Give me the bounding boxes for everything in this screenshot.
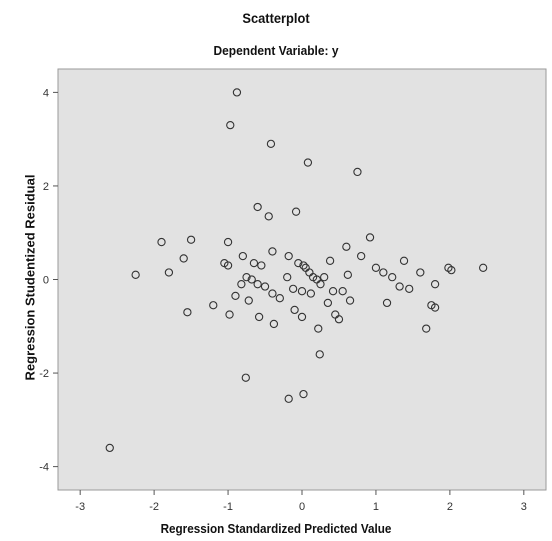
data-point	[325, 256, 335, 265]
data-point	[342, 242, 351, 251]
data-point	[357, 251, 366, 261]
data-point	[269, 319, 279, 329]
data-point	[382, 298, 392, 308]
data-point	[249, 258, 259, 268]
data-point	[291, 207, 301, 216]
data-point	[257, 261, 266, 270]
x-tick-label: -2	[149, 501, 159, 513]
x-tick-label: -1	[223, 501, 233, 513]
data-point	[266, 139, 276, 148]
data-point	[294, 258, 303, 268]
data-point	[268, 247, 277, 256]
data-point	[241, 373, 250, 382]
y-tick-label: 0	[43, 275, 49, 287]
data-point	[345, 296, 355, 305]
y-tick-label: -4	[39, 462, 49, 474]
data-point	[379, 268, 388, 277]
x-tick-label: 1	[373, 501, 379, 513]
y-tick-label: 2	[43, 181, 49, 193]
data-point	[237, 280, 246, 289]
data-point	[316, 280, 325, 289]
data-point	[131, 270, 140, 279]
x-axis-label: Regression Standardized Predicted Value	[160, 521, 392, 536]
data-point	[209, 301, 218, 310]
data-point	[290, 305, 299, 315]
data-point	[395, 282, 404, 291]
data-point	[388, 273, 397, 282]
data-point	[430, 303, 440, 312]
data-point	[416, 268, 425, 277]
data-point	[288, 284, 298, 294]
data-point	[315, 350, 324, 359]
data-point	[320, 273, 329, 282]
data-point	[164, 268, 174, 277]
data-point	[297, 312, 307, 322]
data-point	[186, 235, 196, 244]
y-tick-label: 4	[43, 87, 49, 99]
data-point	[447, 265, 456, 275]
plot-area	[57, 68, 547, 491]
data-point	[343, 270, 352, 279]
data-point	[334, 315, 344, 324]
data-point	[323, 298, 333, 308]
data-point	[338, 287, 347, 296]
data-point	[283, 273, 292, 282]
y-tick-label: -2	[39, 368, 49, 380]
data-point	[183, 308, 192, 317]
data-point	[303, 158, 313, 167]
data-point	[223, 261, 233, 270]
data-point	[242, 273, 251, 282]
data-point	[247, 275, 256, 284]
data-point	[314, 324, 323, 333]
data-point	[157, 237, 166, 247]
x-tick-label: 0	[299, 501, 305, 513]
data-point	[299, 261, 308, 270]
data-point	[260, 282, 270, 291]
data-point	[353, 167, 362, 177]
data-point	[297, 287, 307, 296]
y-axis-label: Regression Studentized Residual	[22, 174, 38, 381]
data-point	[223, 237, 233, 247]
data-point	[371, 263, 381, 272]
data-point	[479, 263, 488, 272]
data-point	[422, 324, 431, 333]
data-point	[284, 394, 293, 403]
data-point	[253, 202, 262, 212]
x-tick-label: -3	[75, 501, 85, 513]
data-point	[253, 280, 262, 289]
data-point	[399, 256, 409, 265]
data-point	[254, 312, 264, 322]
data-point	[238, 251, 247, 261]
data-point	[226, 120, 235, 130]
data-point	[306, 289, 316, 298]
data-point	[105, 443, 114, 453]
chart-subtitle: Dependent Variable: y	[213, 43, 339, 58]
data-point	[299, 389, 308, 399]
data-point	[244, 296, 253, 305]
chart-title: Scatterplot	[242, 10, 310, 26]
data-point	[231, 291, 240, 301]
x-tick-label: 2	[447, 501, 453, 513]
data-point	[365, 233, 375, 242]
data-point	[328, 287, 338, 296]
x-tick-label: 3	[521, 501, 527, 513]
data-point	[275, 294, 284, 303]
data-point	[264, 212, 273, 221]
data-point	[405, 284, 414, 294]
data-point	[284, 251, 293, 261]
data-point	[225, 310, 234, 319]
data-point	[430, 280, 440, 289]
data-point	[232, 88, 242, 97]
data-point	[268, 289, 277, 298]
data-point	[179, 254, 188, 263]
